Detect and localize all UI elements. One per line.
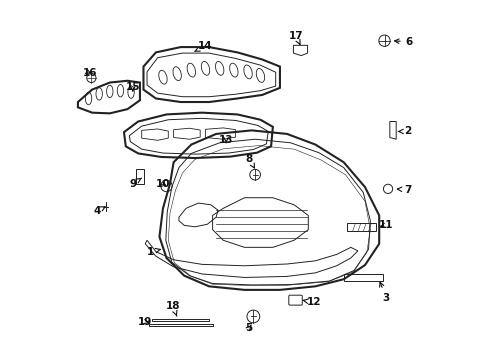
Text: 13: 13 — [218, 135, 233, 145]
Text: 6: 6 — [394, 37, 412, 47]
Bar — [136, 169, 144, 184]
Text: 12: 12 — [303, 297, 320, 307]
Text: 15: 15 — [125, 82, 140, 92]
Text: 8: 8 — [245, 154, 254, 168]
Text: 18: 18 — [165, 301, 180, 316]
Text: 11: 11 — [378, 220, 393, 230]
Text: 16: 16 — [82, 68, 97, 78]
Text: 19: 19 — [138, 317, 152, 327]
Text: 5: 5 — [245, 323, 252, 333]
Text: 1: 1 — [147, 247, 160, 257]
Text: 4: 4 — [94, 206, 105, 216]
Text: 17: 17 — [288, 31, 303, 44]
Text: 14: 14 — [194, 41, 212, 51]
Text: 3: 3 — [379, 282, 389, 303]
Text: 7: 7 — [397, 185, 410, 194]
Text: 2: 2 — [397, 126, 410, 136]
Text: 9: 9 — [129, 178, 142, 189]
Text: 10: 10 — [155, 179, 170, 189]
